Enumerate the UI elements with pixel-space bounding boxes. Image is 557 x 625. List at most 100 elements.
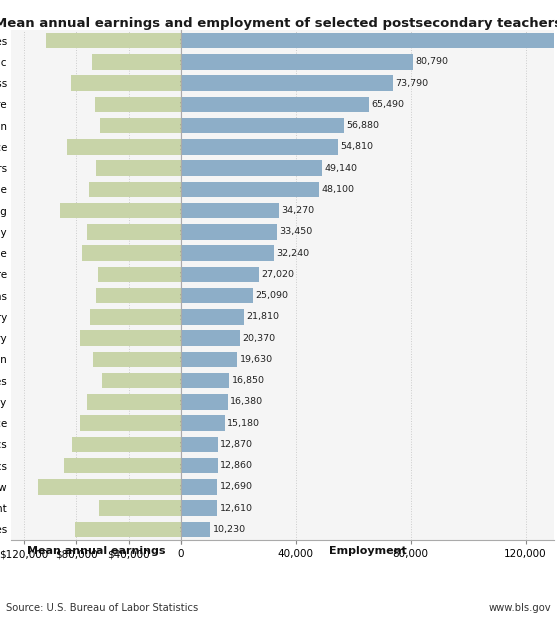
Bar — [80, 331, 181, 346]
Bar — [98, 267, 181, 282]
Bar — [89, 182, 181, 197]
Text: $62,160: $62,160 — [179, 121, 218, 130]
Text: Employment: Employment — [329, 546, 407, 556]
Bar — [60, 203, 181, 218]
Text: 65,490: 65,490 — [372, 100, 404, 109]
Bar — [181, 394, 228, 409]
Text: $65,190: $65,190 — [179, 291, 218, 300]
Bar — [181, 437, 218, 452]
Text: 20,370: 20,370 — [242, 334, 275, 342]
Bar — [181, 331, 240, 346]
Bar — [181, 161, 322, 176]
Text: 21,810: 21,810 — [246, 312, 279, 321]
Text: 73,790: 73,790 — [395, 79, 428, 88]
Text: $89,320: $89,320 — [179, 461, 218, 470]
Text: $62,750: $62,750 — [179, 504, 218, 512]
Bar — [181, 54, 413, 69]
Text: Mean annual earnings and employment of selected postsecondary teachers: Mean annual earnings and employment of s… — [0, 17, 557, 30]
Bar — [87, 394, 181, 409]
Text: $77,350: $77,350 — [179, 334, 218, 342]
Text: $65,860: $65,860 — [179, 100, 218, 109]
Bar — [92, 352, 181, 367]
Text: 16,380: 16,380 — [231, 398, 263, 406]
Bar — [181, 458, 218, 473]
Bar — [181, 182, 319, 197]
Bar — [181, 373, 229, 388]
Bar — [181, 224, 277, 239]
Text: $92,970: $92,970 — [179, 206, 218, 215]
Text: 33,450: 33,450 — [280, 228, 312, 236]
Bar — [181, 33, 557, 48]
Text: 49,140: 49,140 — [324, 164, 358, 172]
Text: $75,860: $75,860 — [179, 249, 218, 258]
Text: $87,220: $87,220 — [179, 142, 218, 151]
Text: $109,150: $109,150 — [179, 482, 224, 491]
Text: $67,610: $67,610 — [179, 355, 218, 364]
Bar — [100, 118, 181, 133]
Bar — [64, 458, 181, 473]
Text: $80,790: $80,790 — [179, 525, 218, 534]
Text: 80,790: 80,790 — [416, 58, 448, 66]
Bar — [181, 416, 224, 431]
Bar — [181, 352, 237, 367]
Bar — [99, 501, 181, 516]
Bar — [82, 246, 181, 261]
Text: 56,880: 56,880 — [346, 121, 380, 130]
Text: $65,240: $65,240 — [179, 164, 218, 172]
Text: 48,100: 48,100 — [321, 185, 354, 194]
Text: 19,630: 19,630 — [240, 355, 273, 364]
Bar — [46, 33, 181, 48]
Text: 10,230: 10,230 — [213, 525, 246, 534]
Bar — [80, 416, 181, 431]
Text: 12,870: 12,870 — [220, 440, 253, 449]
Text: $63,300: $63,300 — [179, 270, 218, 279]
Bar — [92, 54, 181, 69]
Text: 27,020: 27,020 — [261, 270, 294, 279]
Text: www.bls.gov: www.bls.gov — [489, 603, 551, 613]
Bar — [95, 97, 181, 112]
Text: $83,840: $83,840 — [179, 79, 218, 88]
Bar — [181, 246, 273, 261]
Text: 12,690: 12,690 — [220, 482, 253, 491]
Text: 12,610: 12,610 — [219, 504, 252, 512]
Bar — [90, 309, 181, 324]
Bar — [87, 224, 181, 239]
Bar — [181, 522, 211, 537]
Bar — [96, 288, 181, 303]
Text: $69,280: $69,280 — [179, 312, 218, 321]
Bar — [96, 161, 181, 176]
Bar — [181, 501, 217, 516]
Text: in colleges and universities, May 2009: in colleges and universities, May 2009 — [135, 41, 422, 54]
Text: 32,240: 32,240 — [276, 249, 309, 258]
Text: 54,810: 54,810 — [341, 142, 374, 151]
Text: 34,270: 34,270 — [282, 206, 315, 215]
Bar — [181, 203, 280, 218]
Bar — [181, 139, 338, 154]
Text: $103,340: $103,340 — [179, 36, 224, 45]
Text: Source: U.S. Bureau of Labor Statistics: Source: U.S. Bureau of Labor Statistics — [6, 603, 198, 613]
Bar — [72, 437, 181, 452]
Text: 16,850: 16,850 — [232, 376, 265, 385]
Bar — [181, 288, 253, 303]
Text: 15,180: 15,180 — [227, 419, 260, 428]
Text: $71,970: $71,970 — [179, 398, 218, 406]
Bar — [67, 139, 181, 154]
Text: $76,990: $76,990 — [179, 419, 218, 428]
Text: $72,140: $72,140 — [179, 228, 218, 236]
Text: $68,230: $68,230 — [179, 58, 218, 66]
Bar — [181, 479, 217, 494]
Text: $83,320: $83,320 — [179, 440, 218, 449]
Text: Mean annual earnings: Mean annual earnings — [27, 546, 165, 556]
Bar — [38, 479, 181, 494]
Text: $60,580: $60,580 — [179, 376, 218, 385]
Text: 12,860: 12,860 — [220, 461, 253, 470]
Bar — [181, 267, 258, 282]
Bar — [181, 118, 344, 133]
Bar — [181, 309, 243, 324]
Text: 25,090: 25,090 — [255, 291, 289, 300]
Text: $70,550: $70,550 — [179, 185, 218, 194]
Bar — [102, 373, 181, 388]
Bar — [71, 76, 181, 91]
Bar — [181, 76, 393, 91]
Bar — [181, 97, 369, 112]
